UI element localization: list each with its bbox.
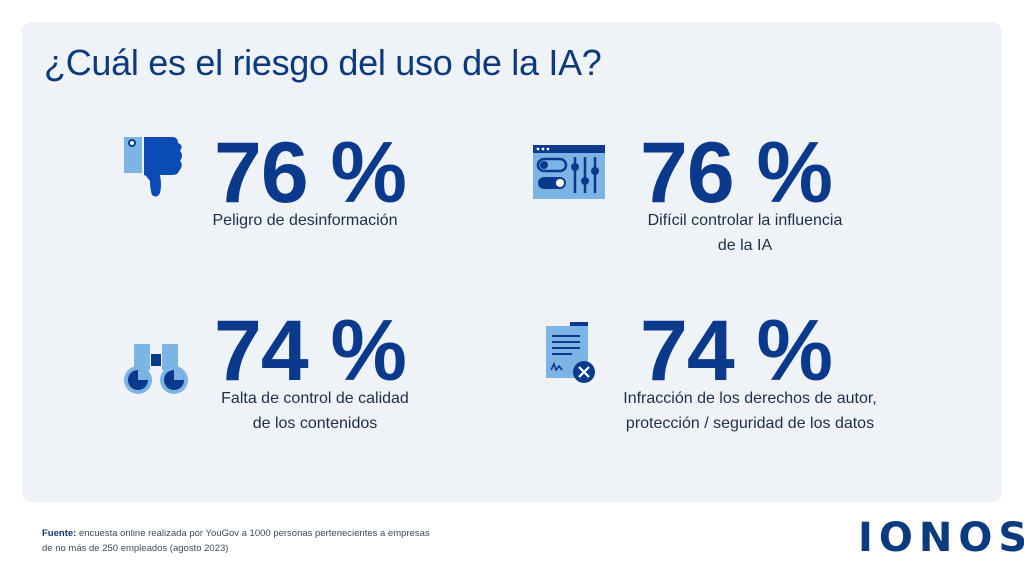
stat-label: Peligro de desinformación: [212, 212, 398, 229]
document-rejected-icon: [546, 322, 595, 383]
page-title: ¿Cuál es el riesgo del uso de la IA?: [44, 42, 602, 83]
stat-label: Falta de control de calidad de los conte…: [221, 390, 409, 432]
source-label: Fuente:: [42, 528, 77, 539]
source-text-line-1: encuesta online realizada por YouGov a 1…: [76, 528, 430, 539]
control-panel-icon: [533, 145, 605, 199]
source-text-line-2: de no más de 250 empleados (agosto 2023): [42, 543, 229, 554]
stat-label: Infracción de los derechos de autor, pro…: [623, 390, 877, 432]
source-note: Fuente: encuesta online realizada por Yo…: [42, 526, 430, 556]
binoculars-icon: [124, 344, 188, 394]
stat-value: 76 %: [214, 125, 407, 221]
ionos-logo: IONOS: [858, 515, 1024, 561]
stat-value: 76 %: [640, 125, 833, 221]
stat-label: Difícil controlar la influencia de la IA: [647, 212, 843, 254]
stat-value: 74 %: [214, 303, 407, 399]
stat-value: 74 %: [640, 303, 833, 399]
content-panel: ¿Cuál es el riesgo del uso de la IA?: [22, 22, 1002, 502]
thumbs-down-icon: [124, 137, 182, 197]
